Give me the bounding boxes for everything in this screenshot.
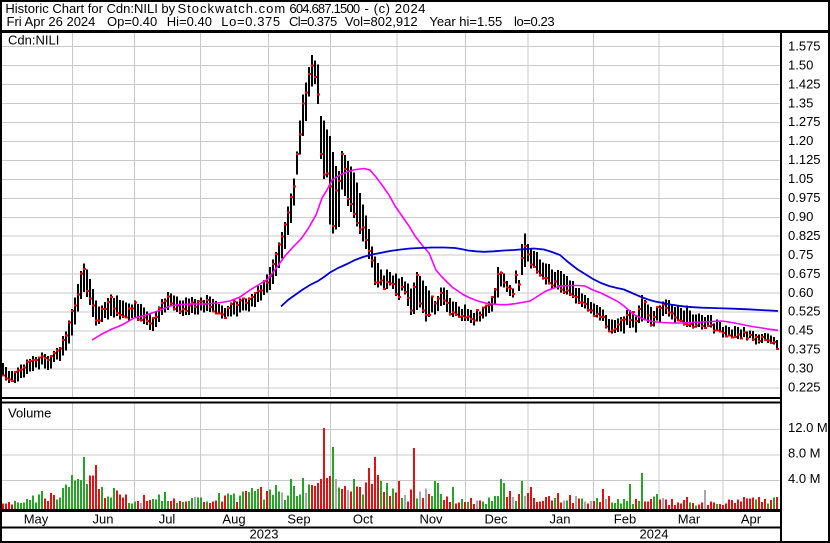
svg-text:1.35: 1.35: [788, 95, 813, 110]
svg-text:Year hi=1.55: Year hi=1.55: [429, 14, 502, 29]
svg-text:2023: 2023: [250, 527, 279, 542]
svg-text:1.50: 1.50: [788, 57, 813, 72]
svg-text:0.90: 0.90: [788, 209, 813, 224]
svg-text:Feb: Feb: [614, 512, 636, 527]
svg-text:Cl=0.375: Cl=0.375: [289, 14, 337, 29]
svg-text:0.30: 0.30: [788, 361, 813, 376]
svg-text:1.05: 1.05: [788, 171, 813, 186]
svg-text:Volume: Volume: [8, 406, 51, 421]
svg-text:Hi=0.40: Hi=0.40: [167, 14, 212, 29]
svg-text:Vol=802,912: Vol=802,912: [345, 14, 418, 29]
svg-text:0.825: 0.825: [788, 228, 821, 243]
svg-text:Nov: Nov: [419, 512, 443, 527]
svg-text:May: May: [24, 512, 49, 527]
svg-text:Jul: Jul: [159, 512, 176, 527]
svg-text:Apr: Apr: [741, 512, 762, 527]
svg-text:1.425: 1.425: [788, 76, 821, 91]
svg-text:Fri Apr 26 2024: Fri Apr 26 2024: [7, 14, 96, 29]
svg-text:Historic Chart for Cdn:NILI by: Historic Chart for Cdn:NILI by: [5, 1, 175, 16]
svg-text:0.45: 0.45: [788, 323, 813, 338]
svg-text:Oct: Oct: [353, 512, 374, 527]
svg-text:lo=0.23: lo=0.23: [514, 14, 554, 29]
svg-text:0.975: 0.975: [788, 190, 821, 205]
svg-text:Dec: Dec: [484, 512, 508, 527]
svg-text:0.375: 0.375: [788, 342, 821, 357]
svg-text:0.75: 0.75: [788, 247, 813, 262]
svg-text:Stockwatch.com: Stockwatch.com: [178, 1, 287, 16]
svg-text:0.225: 0.225: [788, 380, 821, 395]
svg-text:0.60: 0.60: [788, 285, 813, 300]
svg-text:Mar: Mar: [678, 512, 701, 527]
svg-text:4.0 M: 4.0 M: [788, 471, 821, 486]
svg-text:2024: 2024: [640, 527, 669, 542]
svg-text:Lo=0.375: Lo=0.375: [221, 14, 280, 29]
svg-text:1.125: 1.125: [788, 152, 821, 167]
svg-text:Sep: Sep: [287, 512, 310, 527]
svg-text:12.0 M: 12.0 M: [788, 420, 828, 435]
svg-text:1.575: 1.575: [788, 38, 821, 53]
svg-text:Op=0.40: Op=0.40: [107, 14, 157, 29]
svg-text:Jan: Jan: [550, 512, 571, 527]
svg-text:0.675: 0.675: [788, 266, 821, 281]
svg-text:604.687.1500: 604.687.1500: [289, 1, 359, 16]
svg-text:0.525: 0.525: [788, 304, 821, 319]
svg-text:1.275: 1.275: [788, 114, 821, 129]
svg-text:- (c) 2024: - (c) 2024: [365, 1, 427, 16]
svg-text:Jun: Jun: [93, 512, 114, 527]
svg-text:Aug: Aug: [222, 512, 245, 527]
svg-text:8.0 M: 8.0 M: [788, 446, 821, 461]
svg-text:Cdn:NILI: Cdn:NILI: [8, 33, 59, 48]
svg-text:1.20: 1.20: [788, 133, 813, 148]
